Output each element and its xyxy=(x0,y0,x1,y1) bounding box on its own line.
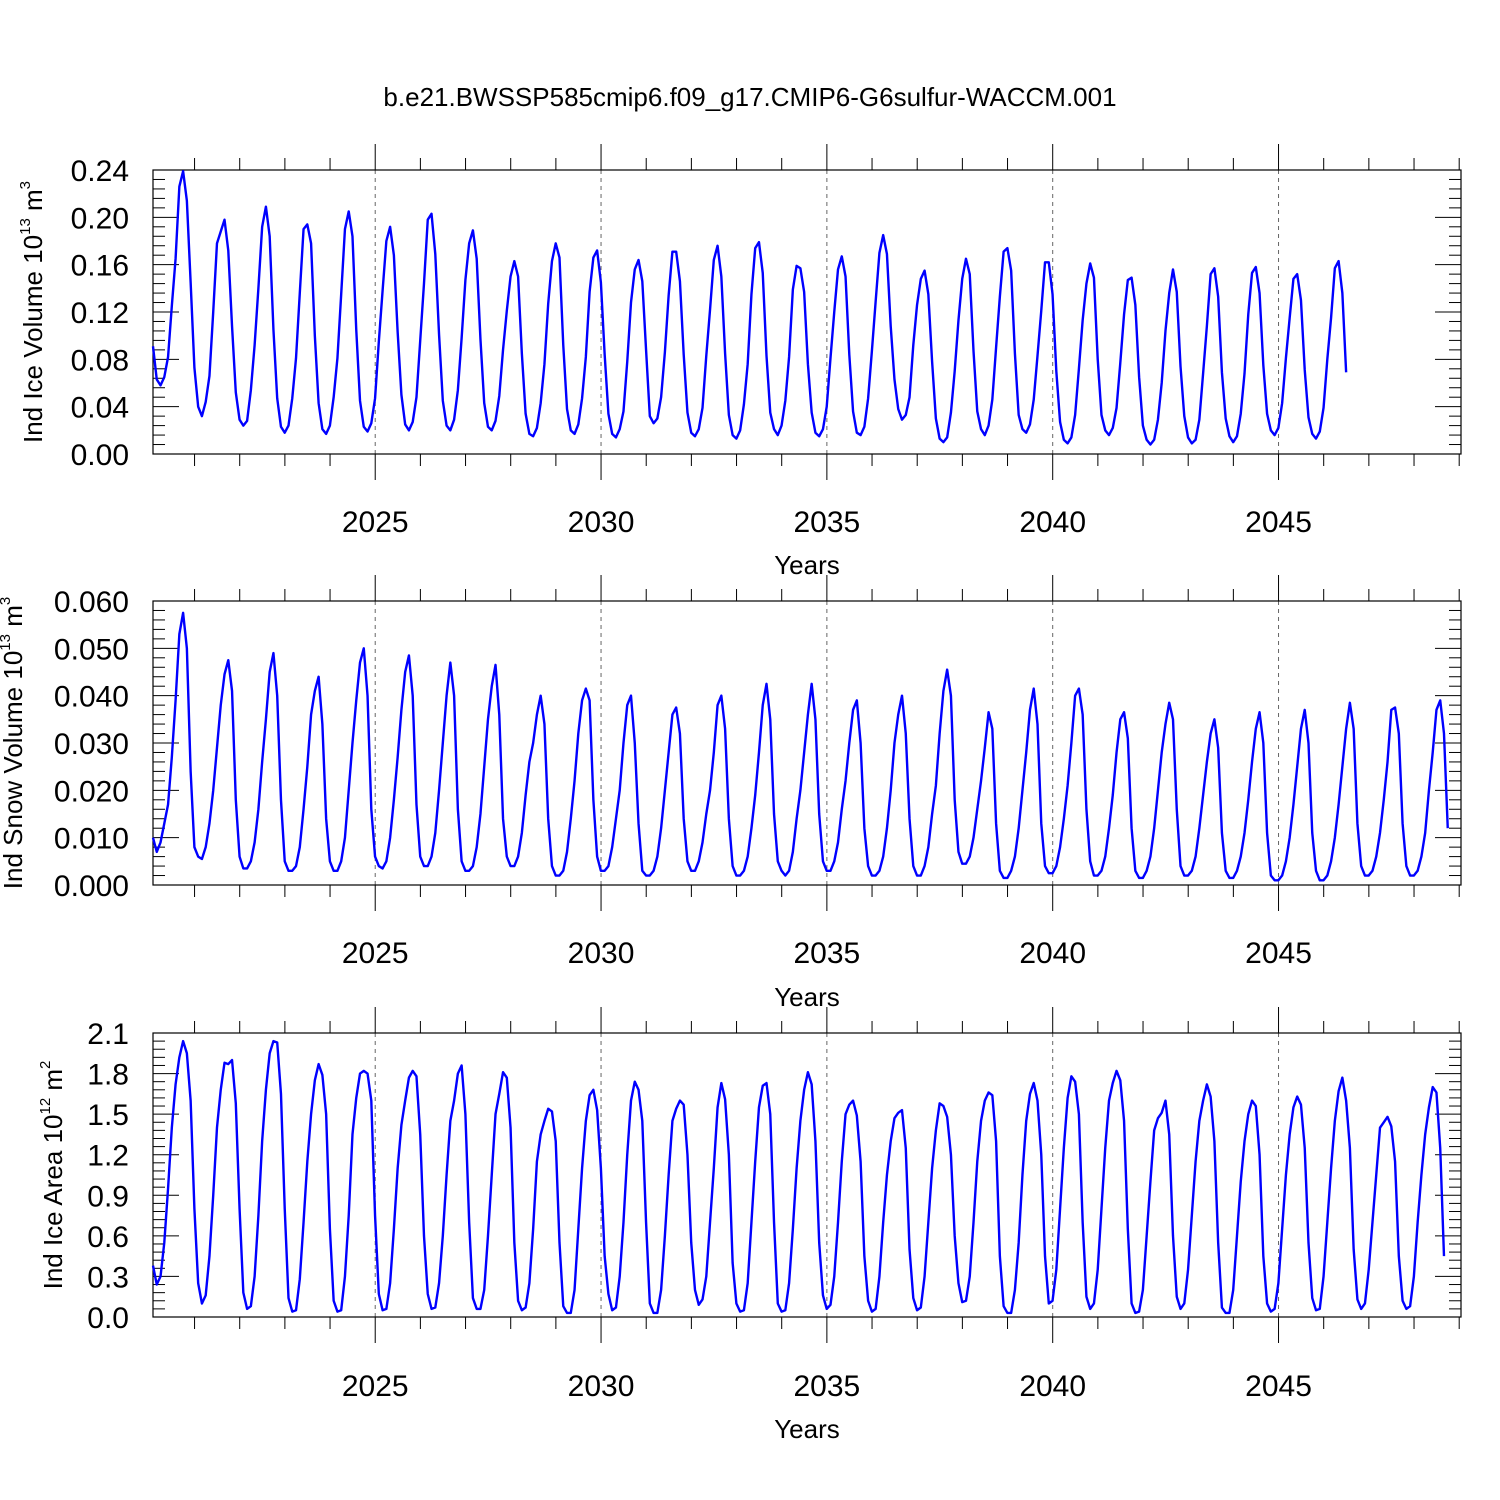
x-tick-label: 2025 xyxy=(342,506,409,539)
y-tick-label: 2.1 xyxy=(87,1018,129,1051)
y-tick-label: 0.24 xyxy=(71,155,129,188)
x-tick-label: 2045 xyxy=(1245,937,1312,970)
y-tick-label: 0.010 xyxy=(54,823,129,856)
y-tick-label: 0.040 xyxy=(54,681,129,714)
x-axis-label: Years xyxy=(774,550,840,580)
y-axis-label-unit: m xyxy=(0,605,28,634)
x-tick-label: 2035 xyxy=(793,1370,860,1403)
y-axis-label: Ind Ice Area 1012 m2 xyxy=(37,1061,68,1290)
x-tick-label: 2030 xyxy=(568,1370,635,1403)
y-tick-label: 1.5 xyxy=(87,1099,129,1132)
y-axis-label: Ind Snow Volume 1013 m3 xyxy=(0,597,28,889)
y-tick-label: 0.00 xyxy=(71,439,129,472)
y-tick-label: 0.020 xyxy=(54,775,129,808)
y-axis-label-exp: 12 xyxy=(37,1098,54,1115)
x-tick-label: 2040 xyxy=(1019,506,1086,539)
plot-frame xyxy=(152,600,1462,886)
y-tick-label: 0.20 xyxy=(71,202,129,235)
x-tick-label: 2025 xyxy=(342,1370,409,1403)
y-axis-label-unit-exp: 3 xyxy=(17,181,34,189)
x-axis-label: Years xyxy=(774,982,840,1012)
y-axis-label-unit-exp: 3 xyxy=(0,597,14,605)
y-axis-label: Ind Ice Volume 1013 m3 xyxy=(17,181,48,443)
y-axis-label-unit-exp: 2 xyxy=(37,1061,54,1069)
snow-volume-panel: 2025 2030 2035 2040 2045 0.000 0.010 0.020 0.030… xyxy=(0,575,1462,1012)
y-tick-label: 0.12 xyxy=(71,297,129,330)
y-tick-label: 0.08 xyxy=(71,344,129,377)
y-tick-label: 1.2 xyxy=(87,1140,129,1173)
y-axis-label-exp: 13 xyxy=(17,218,34,235)
y-axis-label-text: Ind Snow Volume 10 xyxy=(0,651,28,890)
x-tick-label: 2040 xyxy=(1019,1370,1086,1403)
x-tick-label: 2030 xyxy=(568,506,635,539)
y-tick-label: 1.8 xyxy=(87,1059,129,1092)
y-tick-label: 0.3 xyxy=(87,1261,129,1294)
ice-volume-panel: 2025 2030 2035 2040 2045 0.00 0.04 0.08 0.12 0.16… xyxy=(17,144,1462,580)
y-tick-label: 0.04 xyxy=(71,392,129,425)
x-tick-label: 2045 xyxy=(1245,1370,1312,1403)
chart-title: b.e21.BWSSP585cmip6.f09_g17.CMIP6-G6sulf… xyxy=(383,82,1116,112)
y-tick-label: 0.050 xyxy=(54,633,129,666)
x-tick-label: 2040 xyxy=(1019,937,1086,970)
x-tick-label: 2025 xyxy=(342,937,409,970)
y-axis-label-text: Ind Ice Volume 10 xyxy=(18,235,48,443)
series-line xyxy=(151,611,1449,882)
x-axis-label: Years xyxy=(774,1414,840,1444)
x-tick-label: 2030 xyxy=(568,937,635,970)
y-axis-label-unit: m xyxy=(18,189,48,218)
x-tick-label: 2035 xyxy=(793,506,860,539)
x-tick-label: 2045 xyxy=(1245,506,1312,539)
ice-area-panel: 2025 2030 2035 2040 2045 0.0 0.3 0.6 0.9 1.2 1.5 1.… xyxy=(37,1007,1462,1444)
y-tick-label: 0.060 xyxy=(54,586,129,619)
x-tick-label: 2035 xyxy=(793,937,860,970)
series-line xyxy=(151,169,1348,446)
y-tick-label: 0.16 xyxy=(71,250,129,283)
series-line xyxy=(151,1039,1446,1315)
y-tick-label: 0.0 xyxy=(87,1302,129,1335)
y-axis-label-unit: m xyxy=(38,1069,68,1098)
y-axis-label-text: Ind Ice Area 10 xyxy=(38,1115,68,1290)
y-axis-label-exp: 13 xyxy=(0,634,14,651)
y-tick-label: 0.030 xyxy=(54,728,129,761)
y-tick-label: 0.000 xyxy=(54,870,129,903)
y-tick-label: 0.6 xyxy=(87,1221,129,1254)
y-tick-label: 0.9 xyxy=(87,1180,129,1213)
plot-frame xyxy=(152,1032,1462,1318)
